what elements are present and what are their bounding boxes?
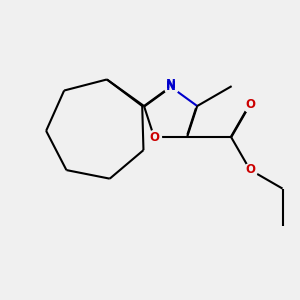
Text: N: N bbox=[166, 80, 176, 93]
Text: O: O bbox=[149, 131, 159, 144]
Text: O: O bbox=[245, 98, 255, 111]
Text: N: N bbox=[166, 78, 176, 91]
Text: O: O bbox=[245, 163, 255, 176]
